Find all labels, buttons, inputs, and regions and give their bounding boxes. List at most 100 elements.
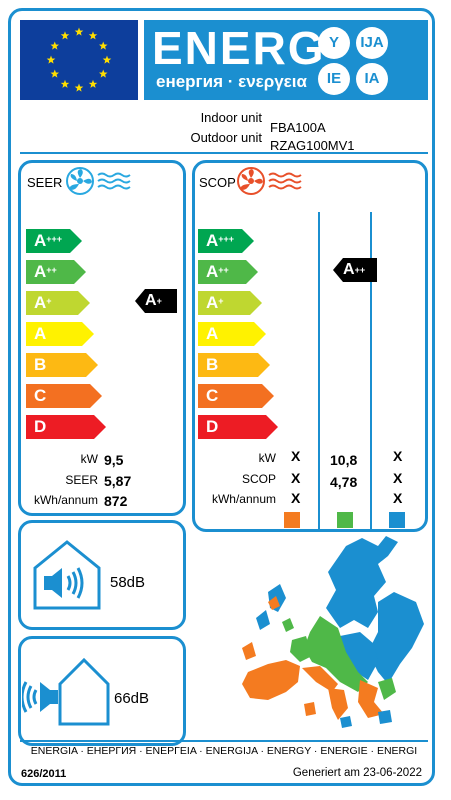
scop-class-4: B bbox=[198, 353, 270, 377]
generated-date: Generiert am 23-06-2022 bbox=[292, 767, 422, 779]
scop-class-letter: A bbox=[206, 231, 219, 250]
scop-class-label: D bbox=[198, 415, 278, 439]
seer-annual-value: 872 bbox=[104, 493, 128, 509]
heating-fan-icon bbox=[236, 166, 306, 201]
scop-class-letter: B bbox=[206, 355, 219, 374]
seer-class-letter: B bbox=[34, 355, 47, 374]
seer-class-sup: ++ bbox=[46, 265, 57, 275]
outdoor-speaker-icon bbox=[20, 654, 112, 733]
eu-star-icon bbox=[74, 27, 84, 36]
seer-kw-label: kW bbox=[80, 452, 98, 466]
seer-class-0: A+++ bbox=[26, 229, 82, 253]
outdoor-noise-panel bbox=[18, 636, 186, 746]
scop-warmer-scop: X bbox=[393, 470, 403, 486]
seer-rating-arrow: A+ bbox=[135, 289, 177, 313]
seer-annual-label: kWh/annum bbox=[33, 493, 98, 507]
eu-stars-icon bbox=[46, 27, 112, 92]
scop-annual-label: kWh/annum bbox=[211, 492, 276, 506]
seer-rating-letter: A bbox=[145, 292, 157, 309]
badge-ija: IJA bbox=[356, 27, 388, 59]
badge-ie: IE bbox=[318, 63, 350, 95]
scop-rating-arrow: A++ bbox=[333, 258, 377, 282]
scop-colder-annual: X bbox=[291, 490, 301, 506]
scop-divider-1 bbox=[318, 212, 320, 530]
badge-y: Y bbox=[318, 27, 350, 59]
scop-class-letter: C bbox=[206, 386, 219, 405]
seer-rating-sup: + bbox=[156, 296, 162, 306]
eu-star-icon bbox=[102, 55, 112, 64]
energy-title: ENERG bbox=[152, 22, 326, 74]
seer-seer-value: 5,87 bbox=[104, 473, 132, 489]
eu-star-icon bbox=[60, 31, 70, 40]
outdoor-unit-model: RZAG100MV1 bbox=[270, 138, 355, 153]
scop-class-letter: A bbox=[206, 293, 219, 312]
scop-title: SCOP bbox=[199, 175, 236, 190]
seer-class-5: C bbox=[26, 384, 102, 408]
scop-scop-label: SCOP bbox=[241, 472, 276, 486]
seer-class-label: D bbox=[26, 415, 106, 439]
scop-class-label: C bbox=[198, 384, 274, 408]
scop-class-6: D bbox=[198, 415, 278, 439]
eu-star-icon bbox=[74, 83, 84, 92]
outdoor-unit-label: Outdoor unit bbox=[190, 130, 262, 145]
scop-warmer-annual: X bbox=[393, 490, 403, 506]
eu-star-icon bbox=[50, 69, 59, 78]
seer-class-label: B bbox=[26, 353, 98, 377]
scop-class-3: A bbox=[198, 322, 266, 346]
seer-class-label: A+++ bbox=[26, 229, 82, 253]
eu-star-icon bbox=[88, 79, 98, 88]
seer-class-sup: +++ bbox=[46, 234, 63, 244]
scop-rating-letter: A bbox=[343, 261, 355, 278]
scop-rating-sup: ++ bbox=[354, 265, 366, 275]
eu-star-icon bbox=[46, 55, 56, 64]
seer-class-1: A++ bbox=[26, 260, 86, 284]
outdoor-noise-value: 66dB bbox=[114, 690, 150, 707]
scop-panel bbox=[192, 160, 428, 532]
eu-star-icon bbox=[99, 41, 108, 50]
europe-climate-map bbox=[228, 532, 428, 737]
scop-colder-kw: X bbox=[291, 448, 301, 464]
eu-flag bbox=[20, 20, 138, 100]
label-frame bbox=[8, 8, 435, 786]
scop-colder-scop: X bbox=[291, 470, 301, 486]
scop-divider-2 bbox=[370, 212, 372, 530]
seer-seer-label: SEER bbox=[65, 473, 98, 487]
regulation-number: 626/2011 bbox=[21, 768, 67, 780]
seer-class-letter: A bbox=[34, 262, 47, 281]
seer-class-4: B bbox=[26, 353, 98, 377]
indoor-noise-panel bbox=[18, 520, 186, 630]
scop-average-kw: 10,8 bbox=[330, 452, 358, 468]
scop-class-label: A+++ bbox=[198, 229, 254, 253]
seer-class-label: C bbox=[26, 384, 102, 408]
indoor-speaker-icon bbox=[32, 538, 102, 617]
footer-divider bbox=[20, 740, 428, 742]
scop-class-sup: + bbox=[218, 296, 224, 306]
scop-class-5: C bbox=[198, 384, 274, 408]
seer-class-label: A++ bbox=[26, 260, 86, 284]
eu-star-icon bbox=[88, 31, 98, 40]
footer-languages: ENERGIA · ЕНЕРГИЯ · ΕΝΕΡΓΕΙΑ · ENERGIJA … bbox=[30, 745, 418, 757]
scop-class-sup: +++ bbox=[218, 234, 235, 244]
scop-class-label: A+ bbox=[198, 291, 262, 315]
header-divider bbox=[20, 152, 428, 154]
seer-class-letter: A bbox=[34, 293, 47, 312]
warmer-zone-swatch bbox=[389, 512, 405, 528]
scop-class-letter: D bbox=[206, 417, 219, 436]
seer-title: SEER bbox=[27, 175, 63, 190]
scop-average-scop: 4,78 bbox=[330, 474, 358, 490]
scop-class-2: A+ bbox=[198, 291, 262, 315]
seer-class-letter: A bbox=[34, 324, 47, 343]
indoor-unit-model: FBA100A bbox=[270, 120, 326, 135]
indoor-unit-label: Indoor unit bbox=[200, 110, 262, 125]
scop-kw-label: kW bbox=[258, 451, 276, 465]
scop-warmer-kw: X bbox=[393, 448, 403, 464]
scop-class-letter: A bbox=[206, 324, 219, 343]
seer-kw-value: 9,5 bbox=[104, 452, 124, 468]
seer-class-2: A+ bbox=[26, 291, 90, 315]
seer-class-6: D bbox=[26, 415, 106, 439]
scop-class-sup: ++ bbox=[218, 265, 229, 275]
seer-panel bbox=[18, 160, 186, 516]
seer-class-sup: + bbox=[46, 296, 52, 306]
indoor-noise-value: 58dB bbox=[110, 574, 146, 591]
scop-class-label: A bbox=[198, 322, 266, 346]
